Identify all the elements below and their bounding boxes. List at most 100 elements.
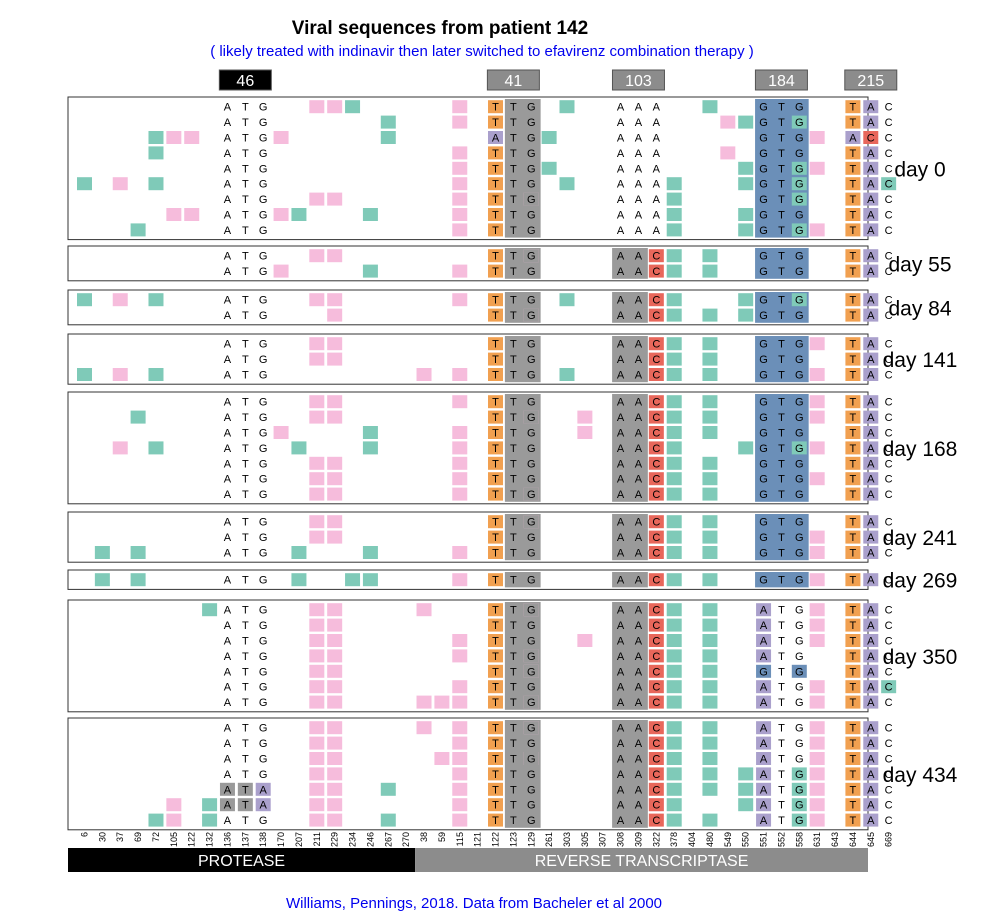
base-cell xyxy=(523,441,539,455)
base-letter: A xyxy=(224,354,232,366)
synonymous-mark xyxy=(809,798,825,812)
synonymous-mark xyxy=(309,410,325,424)
base-letter: A xyxy=(617,295,625,307)
base-letter: T xyxy=(510,148,517,160)
synonymous-mark xyxy=(327,410,343,424)
base-letter: A xyxy=(635,194,643,206)
base-letter: T xyxy=(242,769,249,781)
key-position-box xyxy=(844,69,898,91)
base-letter: C xyxy=(652,474,660,486)
base-cell xyxy=(791,664,807,678)
base-letter: C xyxy=(867,133,875,145)
synonymous-mark xyxy=(452,115,468,129)
site-tick: 644 xyxy=(848,832,858,847)
synonymous-mark xyxy=(309,192,325,206)
synonymous-mark xyxy=(309,664,325,678)
base-cell xyxy=(488,634,504,647)
base-letter: T xyxy=(492,800,499,812)
base-cell xyxy=(523,395,539,409)
base-letter: A xyxy=(617,738,625,750)
base-cell xyxy=(648,618,664,632)
time-point-panel: A T G T T G A A C A T G T A CA T G T T G A A C A T G T A CA T G T T G A A C A… xyxy=(67,599,957,713)
synonymous-mark xyxy=(166,131,182,144)
synonymous-mark xyxy=(327,337,343,351)
base-letter: T xyxy=(492,225,499,237)
base-letter: A xyxy=(867,532,875,544)
site-tick: 305 xyxy=(580,832,590,847)
base-cell xyxy=(648,249,664,263)
base-cell xyxy=(505,177,521,191)
base-letter: A xyxy=(635,697,643,709)
synonymous-mark xyxy=(327,752,343,765)
base-letter: A xyxy=(224,769,232,781)
base-cell xyxy=(863,487,879,501)
base-letter: T xyxy=(242,474,249,486)
base-letter: T xyxy=(510,225,517,237)
base-cell xyxy=(523,161,539,175)
base-letter: C xyxy=(885,102,893,114)
base-letter: T xyxy=(778,251,785,263)
synonymous-mark xyxy=(452,813,468,827)
base-letter: C xyxy=(885,370,893,382)
base-letter: G xyxy=(527,666,536,678)
base-cell xyxy=(505,100,521,114)
base-letter: C xyxy=(652,738,660,750)
base-letter: G xyxy=(759,548,768,560)
base-letter: A xyxy=(224,210,232,222)
site-tick: 170 xyxy=(276,832,286,847)
synonymous-mark xyxy=(809,337,825,351)
base-cell xyxy=(505,249,521,263)
base-letter: C xyxy=(652,666,660,678)
synonymous-mark xyxy=(309,813,325,827)
base-letter: G xyxy=(795,754,804,766)
base-letter: C xyxy=(652,397,660,409)
base-letter: G xyxy=(259,163,268,175)
base-letter: A xyxy=(867,620,875,632)
base-cell xyxy=(756,618,772,632)
base-cell xyxy=(648,352,664,366)
base-letter: G xyxy=(259,339,268,351)
base-letter: G xyxy=(259,210,268,222)
base-letter: G xyxy=(795,163,804,175)
key-position-header: 46 41 103 184 215 xyxy=(218,69,898,91)
nonsynonymous-mark xyxy=(702,100,718,114)
base-cell xyxy=(523,192,539,206)
base-letter: A xyxy=(635,666,643,678)
base-letter: G xyxy=(527,210,536,222)
synonymous-mark xyxy=(166,208,182,221)
base-letter: G xyxy=(527,784,536,796)
base-letter: A xyxy=(224,266,232,278)
codon-block-103 xyxy=(612,602,648,710)
base-cell xyxy=(845,177,861,191)
base-cell xyxy=(505,472,521,486)
base-letter: A xyxy=(492,133,500,145)
base-cell xyxy=(488,664,504,678)
base-letter: T xyxy=(778,697,785,709)
base-letter: A xyxy=(635,117,643,129)
nonsynonymous-mark xyxy=(380,131,396,144)
synonymous-mark xyxy=(309,530,325,544)
base-letter: A xyxy=(635,179,643,191)
base-letter: A xyxy=(617,575,625,587)
time-point-label: day 84 xyxy=(888,297,951,320)
base-letter: G xyxy=(527,295,536,307)
base-letter: A xyxy=(617,620,625,632)
base-letter: A xyxy=(635,474,643,486)
base-letter: G xyxy=(259,723,268,735)
base-letter: C xyxy=(885,266,893,278)
base-letter: A xyxy=(867,517,875,529)
base-cell xyxy=(505,798,521,812)
synonymous-mark xyxy=(809,410,825,424)
base-letter: C xyxy=(652,339,660,351)
base-letter: T xyxy=(778,412,785,424)
base-letter: A xyxy=(617,815,625,827)
base-cell xyxy=(505,410,521,424)
synonymous-mark xyxy=(452,368,468,381)
base-letter: G xyxy=(527,489,536,501)
synonymous-mark xyxy=(327,618,343,632)
base-letter: A xyxy=(653,102,661,114)
base-cell xyxy=(845,115,861,129)
base-cell xyxy=(648,767,664,781)
synonymous-mark xyxy=(309,603,325,617)
base-letter: A xyxy=(617,339,625,351)
